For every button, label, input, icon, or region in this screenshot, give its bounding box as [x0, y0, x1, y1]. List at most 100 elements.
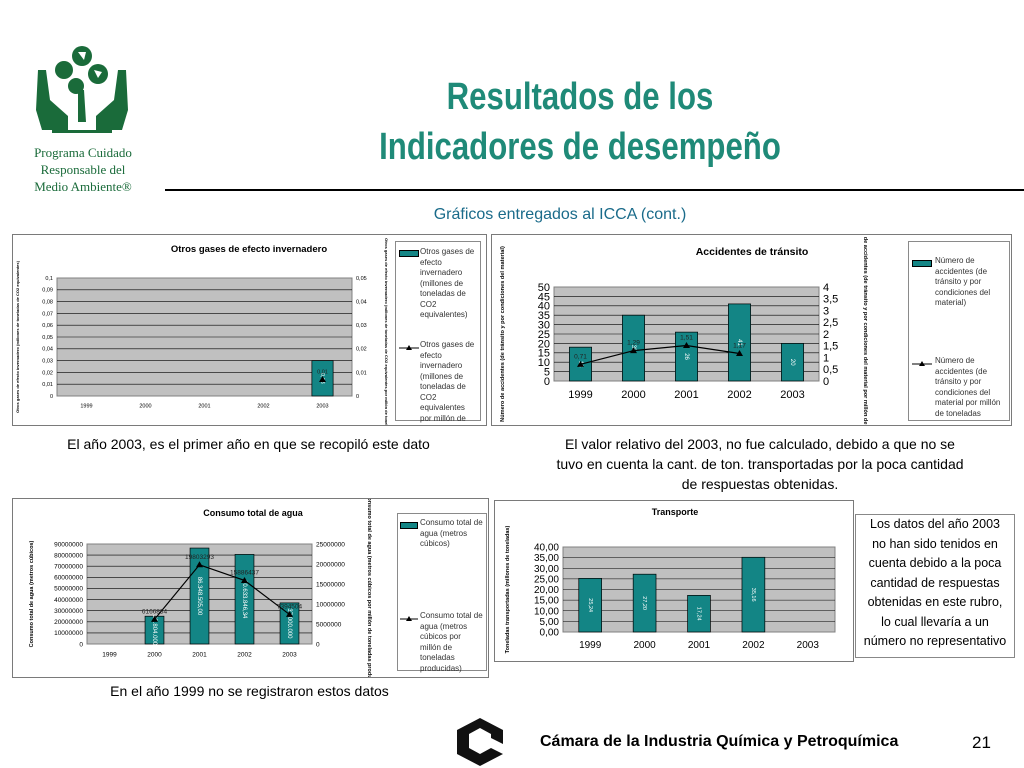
line-data-label: 15886437	[230, 569, 259, 576]
x-tick-label: 2002	[742, 640, 765, 651]
cuidado-responsable-logo	[36, 46, 128, 133]
note-line-4: cantidad de respuestas	[870, 575, 1000, 590]
y2-tick-label: 4	[823, 282, 829, 294]
y2-axis-title: Consumo total de agua (metros cúbicos po…	[366, 499, 372, 677]
chart-otros-gases-svg: Otros gases de efecto invernadero 0 0,01 0,…	[15, 238, 389, 425]
y2-tick-label: 0,02	[356, 347, 367, 353]
org-name: Programa Cuidado Responsable del Medio A…	[18, 144, 148, 195]
y2-tick-label: 2,5	[823, 317, 838, 329]
y2-axis-title: Número de accidentes (de tránsito y por …	[862, 235, 868, 425]
bar-data-label: 37.000.000	[286, 608, 292, 639]
y-tick-label: 0,07	[42, 311, 53, 317]
y-tick-label: 0,04	[42, 347, 53, 353]
org-name-line-1: Programa Cuidado	[34, 145, 132, 160]
y2-tick-label: 5000000	[316, 621, 342, 628]
y-tick-label: 30000000	[54, 608, 83, 615]
x-tick-label: 1999	[579, 640, 602, 651]
y2-tick-label: 0	[823, 376, 829, 388]
legend-item-bar: Consumo total de agua (metros cúbicos)	[420, 518, 483, 548]
x-tick-label: 2001	[674, 389, 698, 401]
bar	[189, 547, 210, 645]
org-name-line-2: Responsable del	[40, 162, 126, 177]
y-tick-label: 40000000	[54, 597, 83, 604]
y-axis-title: Toneladas transportadas (millones de ton…	[505, 526, 511, 654]
note-box: Los datos del año 2003 no han sido tenid…	[855, 514, 1015, 658]
y-axis-title: Número de accidentes (de tránsito y por …	[500, 246, 506, 422]
x-tick-label: 2000	[633, 640, 656, 651]
y-tick-label: 20000000	[54, 619, 83, 626]
chart-otros-gases: Otros gases de efecto invernadero 0 0,01 0,…	[12, 234, 487, 426]
y-tick-label: 0,03	[42, 359, 53, 365]
bar-data-label: 25,24	[587, 598, 593, 612]
line-marker	[630, 347, 637, 354]
x-tick-label: 2000	[139, 404, 151, 410]
bar	[687, 595, 711, 633]
y-tick-label: 0,06	[42, 323, 53, 329]
note-line-7: número no representativo	[863, 634, 1007, 648]
line-marker	[286, 610, 293, 617]
page-title-line-1: Resultados de los	[446, 76, 714, 118]
y-tick-label: 50	[538, 282, 550, 294]
x-tick-label: 2001	[688, 640, 711, 651]
y-tick-label: 70000000	[54, 563, 83, 570]
bar	[578, 578, 602, 633]
x-tick-label: 2002	[257, 404, 269, 410]
y2-tick-label: 0,04	[356, 300, 367, 306]
ciquyp-logo	[457, 718, 503, 766]
line-marker	[577, 360, 584, 367]
bar	[234, 554, 255, 645]
y-tick-label: 20,00	[534, 585, 559, 596]
x-tick-label: 2002	[237, 652, 252, 659]
y-tick-label: 20	[538, 338, 550, 350]
line-data-label: 6166834	[142, 608, 168, 615]
line-marker	[319, 375, 326, 382]
y2-tick-label: 0	[316, 641, 320, 648]
y2-tick-label: 0,01	[356, 370, 367, 376]
y-tick-label: 10	[538, 357, 550, 369]
x-tick-label: 2003	[780, 389, 804, 401]
page-title-line-2: Indicadores de desempeño	[379, 126, 781, 168]
y-tick-label: 50000000	[54, 586, 83, 593]
chart-transporte: Transporte 0,00 5,00 10,00 15,00 20,00 25,00 30…	[494, 500, 854, 662]
chart-otros-gases-legend: Otros gases de efecto invernadero (millo…	[395, 241, 481, 423]
x-tick-label: 2000	[621, 389, 645, 401]
y2-tick-label: 3	[823, 305, 829, 317]
bar-data-label: 20	[789, 359, 795, 366]
page-number: 21	[972, 733, 991, 752]
y2-tick-label: 10000000	[316, 601, 345, 608]
y2-tick-label: 0,03	[356, 323, 367, 329]
bar	[632, 573, 657, 633]
y-tick-label: 0,05	[42, 335, 53, 341]
bar-data-label: 26	[683, 353, 689, 360]
y2-tick-label: 15000000	[316, 581, 345, 588]
legend-item-line: Número de accidentes (de tránsito y por …	[935, 356, 1001, 418]
y-tick-label: 15,00	[534, 596, 559, 607]
y2-tick-label: 1,5	[823, 341, 838, 353]
y2-tick-label: 20000000	[316, 561, 345, 568]
x-tick-label: 2001	[192, 652, 207, 659]
x-tick-label: 2003	[797, 640, 820, 651]
y2-tick-label: 25000000	[316, 541, 345, 548]
y-tick-label: 25,00	[534, 574, 559, 585]
line-data-label: 0,71	[574, 353, 587, 360]
title-divider	[165, 189, 1024, 191]
footer-org-name: Cámara de la Industria Química y Petroqu…	[540, 733, 899, 750]
y2-tick-label: 0,5	[823, 364, 838, 376]
bar	[675, 331, 698, 382]
line-data-label: 19803293	[185, 554, 214, 561]
chart-accidentes-svg: Accidentes de tránsito051015202530354045…	[500, 235, 868, 425]
y-tick-label: 35,00	[534, 553, 559, 564]
org-name-line-3: Medio Ambiente®	[34, 179, 132, 194]
y-tick-label: 5,00	[540, 617, 560, 628]
x-tick-label: 1999	[80, 404, 92, 410]
chart-accidentes-legend: Número de accidentes (de tránsito y por …	[908, 241, 1010, 421]
legend-item-line: Consumo total de agua (metros cúbicos po…	[420, 611, 483, 673]
legend-item-bar: Otros gases de efecto invernadero (millo…	[420, 247, 475, 319]
line-marker	[196, 561, 203, 568]
y-tick-label: 0,09	[42, 288, 53, 294]
y-tick-label: 5	[544, 366, 550, 378]
line-data-label: 1,51	[680, 335, 693, 342]
y-tick-label: 80000000	[54, 552, 83, 559]
chart-consumo-agua-legend: Consumo total de agua (metros cúbicos) C…	[397, 513, 487, 673]
chart-transporte-svg: Transporte 0,005,0010,0015,0020,0025,0030…	[505, 507, 836, 654]
